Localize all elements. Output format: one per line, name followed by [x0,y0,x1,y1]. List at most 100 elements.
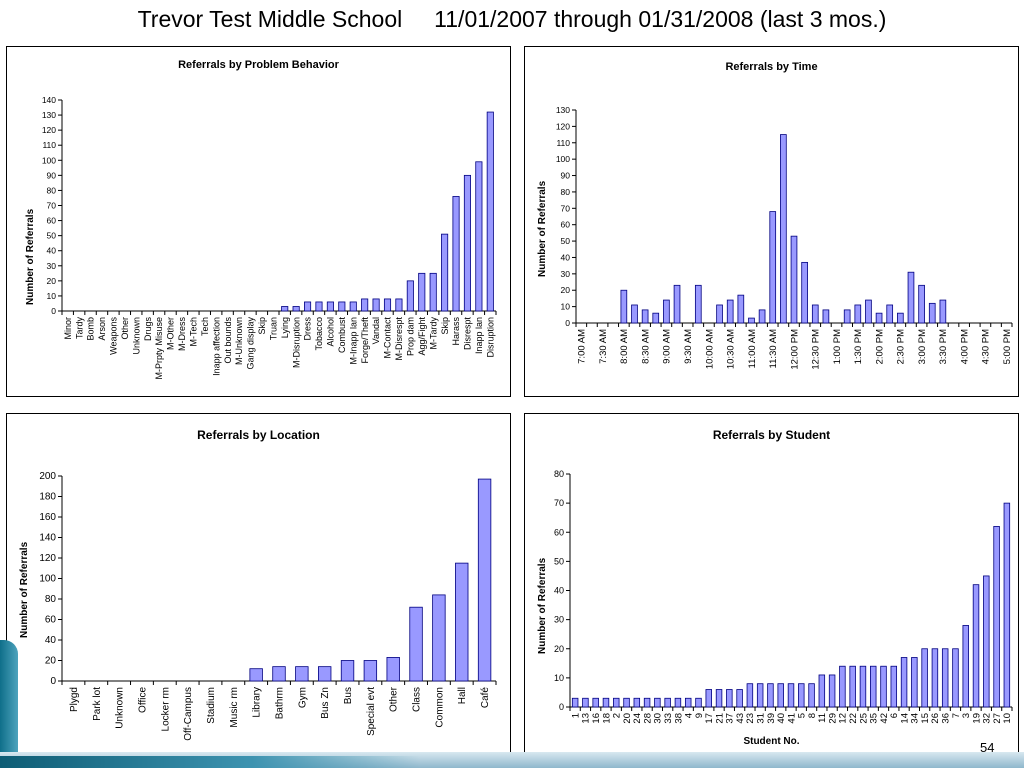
x-tick-label: 34 [910,713,921,724]
x-tick-label: 7 [951,713,962,718]
x-tick-label: Weapons [109,317,119,355]
x-tick-label: 30 [653,713,664,724]
bar [304,301,312,312]
y-tick-label: 70 [554,498,564,508]
bar [326,301,334,312]
x-tick-label: 7:30 AM [598,329,609,364]
y-tick-label: 10 [554,673,564,683]
x-tick-label: M-Inapp lan [348,317,358,365]
x-tick-label: M-Tech [188,317,198,347]
y-tick-label: 60 [554,527,564,537]
y-tick-label: 90 [47,170,57,180]
y-tick-label: 30 [47,261,57,271]
y-tick-label: 90 [561,171,571,181]
y-tick-label: 70 [561,203,571,213]
bar [726,689,733,708]
x-tick-label: M-Other [166,317,176,350]
y-tick-label: 80 [554,469,564,479]
bar [455,562,469,682]
x-tick-label: 9:30 AM [683,329,694,364]
x-tick-label: 19 [971,713,982,724]
x-tick-label: Agg/Fight [417,317,427,356]
page-number: 54 [980,740,995,755]
y-tick-label: 40 [554,586,564,596]
x-tick-label: 3:00 PM [917,329,928,364]
bar [808,683,815,708]
bar [652,312,660,324]
x-tick-label: 20 [622,713,633,724]
bar [921,648,928,708]
x-tick-label: Combust [337,317,347,354]
x-tick-label: Tech [200,317,210,336]
x-tick-label: M-Dress [177,317,187,351]
bar [383,298,392,312]
x-tick-label: Bus Zn [320,687,331,719]
x-tick-label: 4:00 PM [959,329,970,364]
bar [623,697,630,708]
x-tick-label: 25 [858,713,869,724]
x-tick-label: Bathrm [275,687,286,719]
x-tick-label: 24 [632,713,643,724]
bar [663,299,670,324]
y-tick-label: 80 [45,594,57,605]
bar [854,304,862,324]
y-tick-label: 30 [561,269,571,279]
bar [928,302,936,324]
x-tick-label: Bus [343,687,354,704]
bar [486,111,494,312]
bar [318,666,332,682]
y-tick-label: 60 [45,615,57,626]
bar [787,683,795,708]
y-tick-label: 80 [47,185,57,195]
bar [363,660,378,682]
x-tick-label: 21 [714,713,725,724]
bar [673,284,681,324]
bar [475,161,483,312]
bar [769,211,777,324]
x-tick-label: Unknown [131,317,141,355]
bar [684,697,692,708]
bar [870,665,877,708]
bar [801,261,808,324]
bar [315,301,323,312]
y-tick-label: 80 [561,187,571,197]
y-tick-label: 50 [561,236,571,246]
bar [843,309,851,324]
y-tick-label: 50 [47,231,57,241]
y-tick-label: 20 [554,644,564,654]
x-tick-label: Disruption [485,317,495,358]
y-tick-label: 120 [39,553,56,564]
bar [780,134,787,324]
bar [875,312,883,324]
y-tick-label: 160 [39,512,56,523]
x-tick-label: 39 [766,713,777,724]
y-tick-label: 10 [561,302,571,312]
bar [890,665,898,708]
bar [409,606,423,682]
y-tick-label: 130 [556,105,570,115]
y-tick-label: 0 [565,318,570,328]
bar [818,674,826,708]
bar [907,271,915,324]
x-tick-label: Harass [451,317,461,346]
x-tick-label: 8 [807,713,818,718]
x-tick-label: Hall [457,687,468,704]
x-tick-label: 8:30 AM [640,329,651,364]
x-tick-label: 15 [920,713,931,724]
bar [340,660,355,682]
x-tick-label: Minor [63,317,73,340]
bar [571,697,579,708]
x-tick-label: 12 [838,713,849,724]
x-tick-label: 10:00 AM [704,329,715,369]
x-tick-label: M-Contact [383,317,393,359]
x-tick-label: 6 [889,713,900,718]
bar [993,526,1000,708]
x-tick-label: 27 [992,713,1003,724]
x-tick-label: 2:00 PM [874,329,885,364]
x-tick-label: Inapp lan [474,317,484,354]
x-tick-label: 3:30 PM [938,329,949,364]
bar [654,697,661,708]
bar [694,284,702,324]
